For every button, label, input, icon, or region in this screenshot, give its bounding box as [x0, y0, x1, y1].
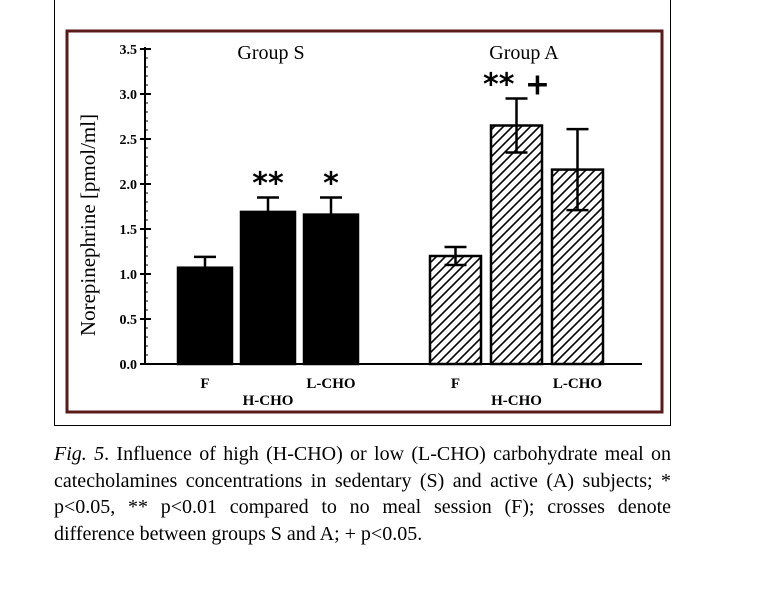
y-tick-label: 0.5 — [120, 313, 138, 328]
bar — [489, 124, 544, 366]
bar — [428, 254, 483, 366]
significance-marker: ** + — [483, 68, 550, 103]
group-title: Group A — [489, 42, 559, 64]
figure-frame — [54, 0, 671, 426]
bar — [239, 210, 297, 366]
y-tick-label: 2.0 — [120, 178, 138, 193]
figure-caption: Fig. 5. Influence of high (H-CHO) or low… — [54, 441, 671, 547]
category-label: L-CHO — [553, 376, 602, 392]
y-tick-label: 2.5 — [120, 133, 138, 148]
y-tick-label: 1.5 — [120, 223, 138, 238]
category-label: F — [200, 376, 209, 392]
category-label: H-CHO — [491, 393, 542, 409]
y-tick-label: 0.0 — [120, 358, 138, 373]
norepinephrine-bar-chart: 0.0 0.5 1.0 1.5 2.0 2.5 3.0 3.5 Norepinephrine [… — [65, 29, 664, 414]
plot-frame — [65, 29, 664, 414]
y-tick-label: 3.5 — [120, 43, 138, 58]
bar — [176, 266, 234, 366]
significance-marker: * — [323, 167, 339, 202]
y-tick-label: 3.0 — [120, 88, 138, 103]
caption-text: . Influence of high (H-CHO) or low (L-CH… — [54, 443, 671, 545]
category-label: F — [451, 376, 460, 392]
significance-marker: ** — [252, 167, 284, 202]
y-tick-label: 1.0 — [120, 268, 138, 283]
category-label: H-CHO — [243, 393, 294, 409]
bar — [302, 213, 360, 366]
y-axis-title: Norepinephrine [pmol/ml] — [76, 114, 100, 336]
group-title: Group S — [237, 42, 304, 64]
category-label: L-CHO — [306, 376, 355, 392]
caption-label: Fig. 5 — [54, 443, 105, 465]
